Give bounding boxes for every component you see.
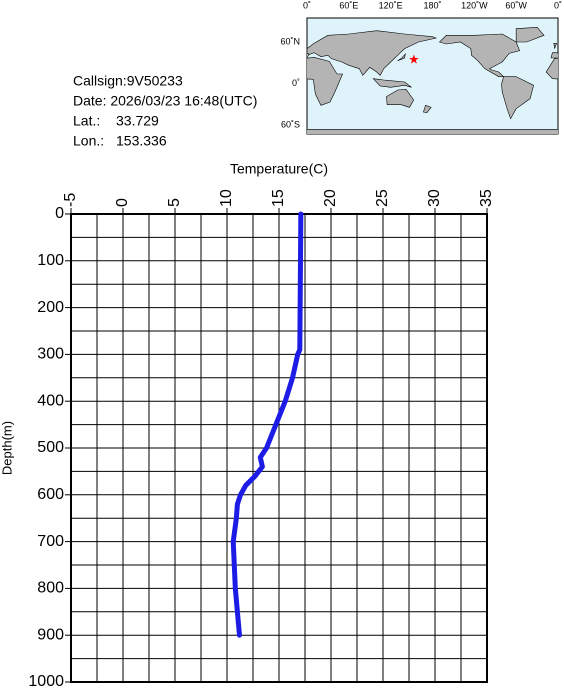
map-lon-label: 60˚W (505, 0, 527, 10)
map-lon-label: 0˚ (303, 0, 311, 10)
lon-label: Lon.: (73, 133, 104, 149)
x-axis-label: Temperature(C) (230, 161, 328, 177)
x-tick-label: -5 (62, 193, 79, 207)
x-tick-label: 25 (374, 189, 391, 207)
station-star (409, 54, 419, 64)
map-lon-label: 120˚W (461, 0, 488, 10)
x-tick-label: 20 (322, 189, 339, 207)
y-tick-label: 900 (37, 626, 64, 643)
callsign: Callsign:9V50233 (73, 73, 183, 89)
x-tick-label: 0 (114, 198, 131, 207)
x-tick-label: 10 (218, 189, 235, 207)
x-tick-label: 15 (270, 189, 287, 207)
y-tick-label: 1000 (28, 673, 64, 690)
lon-value: 153.336 (116, 133, 167, 149)
map-lat-label: 0˚ (292, 78, 300, 88)
map-lat-label: 60˚S (281, 119, 300, 129)
map-lon-label: 120˚E (379, 0, 403, 10)
y-tick-label: 300 (37, 346, 64, 363)
map-lon-label: 60˚E (339, 0, 358, 10)
temperature-profile (230, 211, 304, 638)
x-tick-label: 5 (166, 198, 183, 207)
y-tick-label: 800 (37, 580, 64, 597)
y-tick-label: 200 (37, 299, 64, 316)
y-tick-label: 700 (37, 533, 64, 550)
map-lat-label: 60˚N (280, 36, 300, 46)
map (306, 17, 559, 135)
lat-label: Lat.: (73, 113, 100, 129)
map-land (307, 27, 558, 134)
y-tick-label: 600 (37, 486, 64, 503)
map-lon-label: 0˚ (554, 0, 562, 10)
map-lon-label: 180˚ (423, 0, 441, 10)
y-tick-label: 0 (55, 205, 64, 222)
y-axis-label: Depth(m) (0, 421, 14, 475)
x-tick-label: 30 (426, 189, 443, 207)
y-tick-label: 100 (37, 252, 64, 269)
x-tick-label: 35 (478, 189, 495, 207)
y-tick-label: 500 (37, 439, 64, 456)
date: Date: 2026/03/23 16:48(UTC) (73, 93, 257, 109)
lat-value: 33.729 (116, 113, 159, 129)
y-tick-label: 400 (37, 392, 64, 409)
plot-frame (70, 213, 488, 683)
